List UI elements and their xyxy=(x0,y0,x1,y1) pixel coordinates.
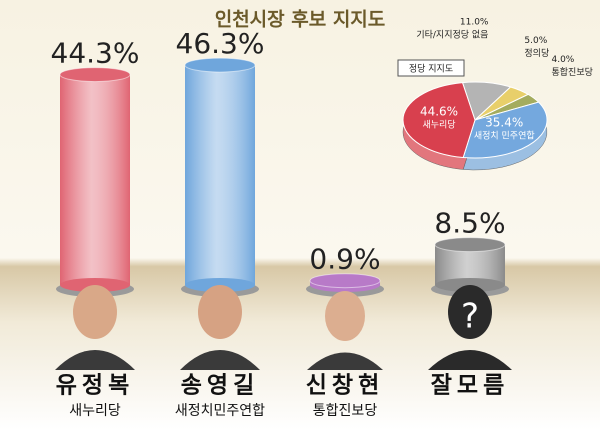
chart-title: 인천시장 후보 지지도 xyxy=(215,9,386,31)
pie-value-label: 5.0% xyxy=(524,36,547,46)
party-name: 통합진보당 xyxy=(313,403,378,419)
pie-slice xyxy=(402,82,476,159)
party-name: 새정치민주연합 xyxy=(175,403,265,419)
photos: ? xyxy=(55,285,512,370)
bar-top xyxy=(59,67,131,83)
pie-title-box xyxy=(397,59,465,77)
party-name: 새누리당 xyxy=(69,403,121,419)
value-label: 0.9% xyxy=(309,243,380,276)
candidate-name: 신창현 xyxy=(306,373,384,399)
value-label: 44.3% xyxy=(51,37,140,70)
pie-category-label: 정의당 xyxy=(524,48,549,59)
pie-category-label: 새정치 민주연합 xyxy=(474,130,535,142)
pie-category-label: 통합진보당 xyxy=(551,67,592,78)
candidate-name: 유정복 xyxy=(56,373,134,399)
candidate-name: 잘모름 xyxy=(431,373,509,399)
svg-text:?: ? xyxy=(461,297,479,337)
value-label: 8.5% xyxy=(434,207,505,240)
value-label: 46.3% xyxy=(176,27,265,60)
bar-top xyxy=(434,237,506,253)
pie-category-label: 기타/지지정당 없음 xyxy=(416,30,488,41)
pie-value-label: 35.4% xyxy=(485,116,523,130)
pie-value-label: 44.6% xyxy=(420,105,458,119)
pie-slice xyxy=(462,101,548,159)
candidate-name: 송영길 xyxy=(181,373,259,399)
pie-value-label: 11.0% xyxy=(460,18,489,28)
pie-category-label: 새누리당 xyxy=(422,120,455,131)
pie-title: 정당 지지도 xyxy=(409,64,453,75)
bar-top xyxy=(184,57,256,73)
bar-shine xyxy=(185,65,255,285)
bar-shine xyxy=(60,74,130,285)
bar-top xyxy=(309,273,381,289)
pie-value-label: 4.0% xyxy=(551,55,574,65)
